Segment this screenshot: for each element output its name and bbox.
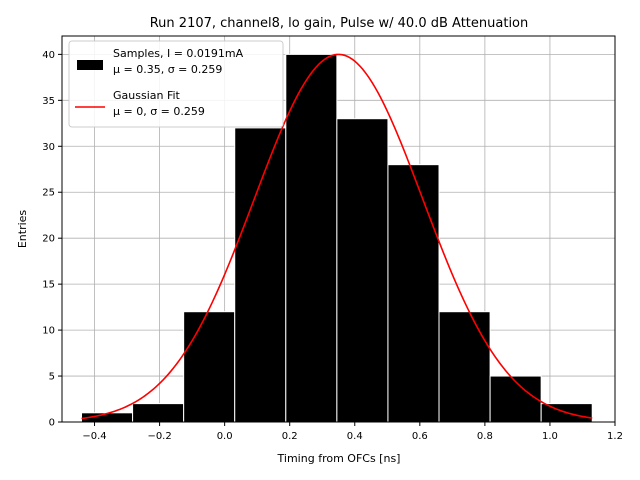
y-axis-label: Entries xyxy=(16,210,29,249)
gaussian-fit-curve xyxy=(81,53,593,420)
y-tick-label-5: 25 xyxy=(42,188,55,199)
y-tick-label-6: 30 xyxy=(42,142,55,153)
legend-entry-0-line2: μ = 0.35, σ = 0.259 xyxy=(113,63,222,76)
histogram-bar-7 xyxy=(438,311,491,423)
chart-title: Run 2107, channel8, lo gain, Pulse w/ 40… xyxy=(150,16,529,31)
y-tick-label-3: 15 xyxy=(42,280,55,291)
y-tick-label-2: 10 xyxy=(42,326,55,337)
histogram-bar-5 xyxy=(336,118,389,423)
y-axis-ticks: 0 5 10 15 20 25 30 35 40 xyxy=(42,50,62,429)
histogram-bar-1 xyxy=(132,403,185,423)
histogram-bar-4 xyxy=(285,53,338,423)
x-tick-label-3: 0.2 xyxy=(282,431,298,442)
x-tick-label-4: 0.4 xyxy=(347,431,363,442)
histogram-bar-2 xyxy=(183,311,236,423)
x-axis-label: Timing from OFCs [ns] xyxy=(277,452,401,465)
x-tick-label-0: −0.4 xyxy=(82,431,106,442)
y-tick-label-8: 40 xyxy=(42,50,55,61)
x-tick-label-7: 1.0 xyxy=(542,431,558,442)
legend-entry-1-line2: μ = 0, σ = 0.259 xyxy=(113,105,205,118)
x-tick-label-6: 0.8 xyxy=(477,431,493,442)
legend-swatch-samples xyxy=(77,60,103,70)
x-tick-label-1: −0.2 xyxy=(147,431,171,442)
legend: Samples, I = 0.0191mA μ = 0.35, σ = 0.259… xyxy=(68,40,284,128)
histogram-bars xyxy=(81,53,593,423)
legend-box xyxy=(68,40,284,128)
histogram-bar-3 xyxy=(234,127,287,423)
legend-entry-1-line1: Gaussian Fit xyxy=(113,89,181,102)
y-tick-label-7: 35 xyxy=(42,96,55,107)
gaussian-fit xyxy=(81,53,593,420)
y-tick-label-4: 20 xyxy=(42,234,55,245)
x-tick-label-5: 0.6 xyxy=(412,431,428,442)
x-tick-label-8: 1.2 xyxy=(607,431,623,442)
y-tick-label-0: 0 xyxy=(49,418,55,429)
histogram-bar-8 xyxy=(489,375,542,423)
legend-entry-0-line1: Samples, I = 0.0191mA xyxy=(113,47,244,60)
histogram-bar-6 xyxy=(387,164,440,423)
plot-frame xyxy=(61,35,616,423)
x-tick-label-2: 0.0 xyxy=(217,431,233,442)
y-tick-label-1: 5 xyxy=(49,372,55,383)
x-axis-ticks: −0.4 −0.2 0.0 0.2 0.4 0.6 0.8 1.0 1.2 xyxy=(82,422,623,442)
